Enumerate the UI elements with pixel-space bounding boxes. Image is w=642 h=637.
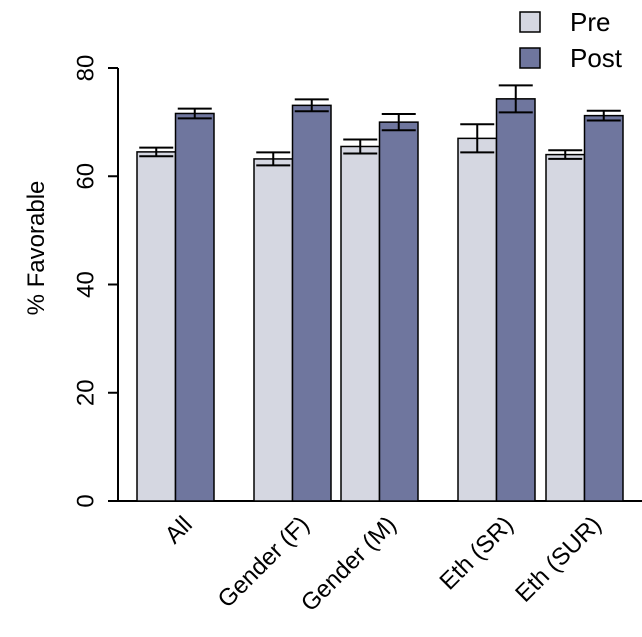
y-tick-label: 20: [72, 379, 99, 406]
y-tick-label: 0: [72, 494, 99, 507]
legend: Pre Post: [519, 7, 623, 73]
legend-label-pre: Pre: [570, 7, 610, 37]
y-tick-label: 60: [72, 163, 99, 190]
bar-pre: [545, 153, 586, 502]
x-tick-label: Gender (M): [296, 511, 402, 617]
y-tick-label: 40: [72, 271, 99, 298]
x-tick-label: Eth (SR): [435, 511, 519, 595]
bar-post: [291, 104, 332, 502]
legend-swatch-post: [519, 47, 541, 69]
error-bars: [139, 84, 621, 167]
y-axis-label: % Favorable: [23, 181, 50, 316]
bar-post: [174, 112, 215, 502]
bar-pre: [340, 145, 381, 502]
x-tick-label: All: [160, 511, 198, 549]
x-tick-label: Eth (SUR): [510, 511, 606, 607]
legend-label-post: Post: [570, 43, 623, 73]
bar-post: [378, 121, 419, 502]
bar-pre: [253, 158, 294, 502]
legend-swatch-pre: [519, 11, 541, 33]
y-tick-label: 80: [72, 55, 99, 82]
x-tick-labels: All Gender (F)Gender (M) Eth (SR)Eth (SUR): [160, 511, 607, 617]
bars: [136, 98, 624, 502]
bar-pre: [136, 151, 177, 502]
bar-post: [495, 98, 536, 502]
bar-pre: [457, 137, 498, 502]
bar-post: [583, 114, 624, 502]
